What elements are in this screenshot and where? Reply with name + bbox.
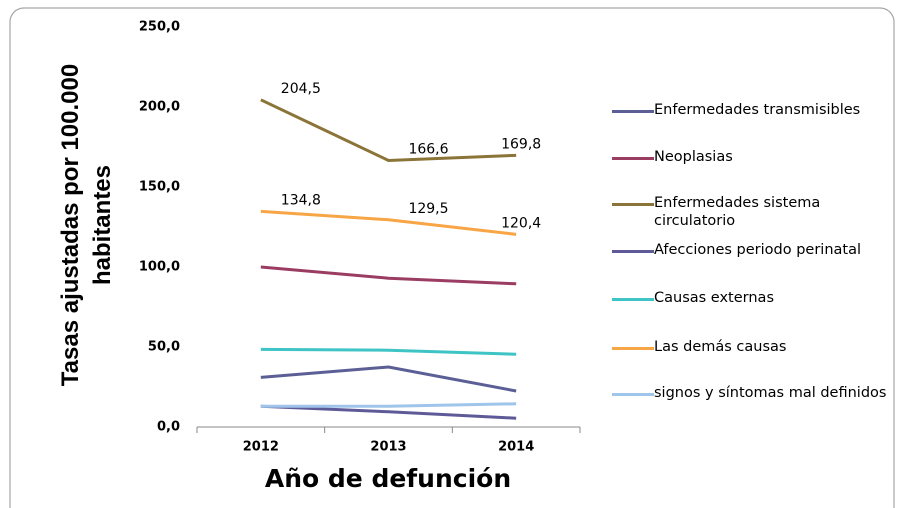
y-tick-label: 0,0 [157,420,180,435]
series-line [260,265,517,286]
series-line [260,347,517,356]
legend-label: Afecciones periodo perinatal [654,242,862,258]
y-tick-label: 250,0 [139,20,180,35]
y-axis-title: Tasas ajustadas por 100.000 habitantes [57,64,116,386]
value-label: 129,5 [408,201,448,217]
legend-swatch [612,250,654,253]
value-label: 134,8 [281,192,321,208]
legend-item: Afecciones periodo perinatal [612,241,902,259]
legend-item: Neoplasias [612,148,902,166]
y-tick-label: 50,0 [148,340,180,355]
legend-swatch [612,347,654,350]
legend-label: Las demás causas [654,339,787,355]
series-line [260,402,517,408]
legend-swatch [612,110,654,113]
series-line [260,209,517,236]
legend-item: signos y síntomas mal definidos [612,384,902,402]
legend-label: Enfermedades sistema circulatorio [654,195,821,229]
legend-item: Las demás causas [612,338,902,356]
x-tick-label: 2012 [243,440,279,455]
legend-swatch [612,203,654,206]
series-line [260,365,517,393]
value-label: 169,8 [501,136,541,152]
legend-label: Enfermedades transmisibles [654,102,861,118]
x-tick-label: 2014 [498,440,534,455]
legend-item: Causas externas [612,289,902,307]
legend-item: Enfermedades transmisibles [612,101,902,119]
legend-swatch [612,157,654,160]
y-axis-title-line: habitantes [89,165,116,285]
value-label: 204,5 [281,81,321,97]
legend-label: Causas externas [654,290,774,306]
value-label: 120,4 [501,215,541,231]
x-tick-label: 2013 [370,440,406,455]
y-tick-label: 150,0 [139,180,180,195]
legend-item: Enfermedades sistema circulatorio [612,194,902,230]
chart-frame [9,7,895,508]
x-axis-title: Año de defunción [265,464,511,493]
y-tick-label: 200,0 [139,100,180,115]
legend-label: Neoplasias [654,149,733,165]
series-line [260,404,517,420]
legend-label: signos y síntomas mal definidos [654,385,887,401]
legend-swatch [612,393,654,396]
legend-swatch [612,298,654,301]
y-axis-title-line: Tasas ajustadas por 100.000 [57,64,84,386]
series-line [260,98,517,162]
value-label: 166,6 [408,141,448,157]
y-tick-label: 100,0 [139,260,180,275]
